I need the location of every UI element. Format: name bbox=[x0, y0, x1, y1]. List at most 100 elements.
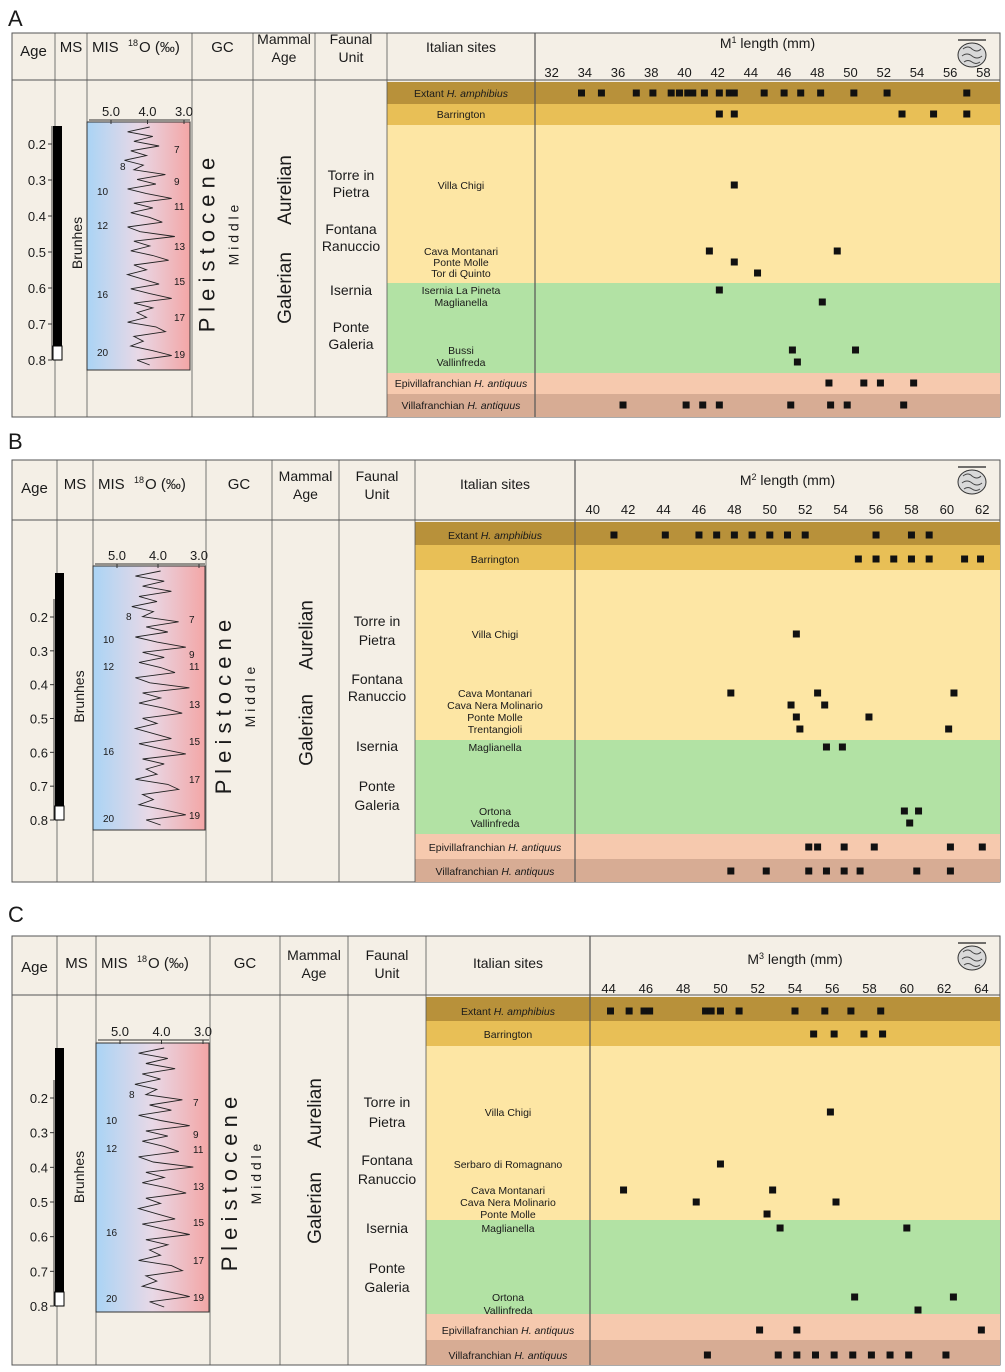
x-tick-label: 40 bbox=[585, 502, 599, 517]
gc-middle: M i d d l e bbox=[248, 1143, 264, 1204]
gc-middle: M i d d l e bbox=[242, 666, 258, 727]
data-point bbox=[872, 531, 880, 539]
age-tick-label: 0.7 bbox=[30, 779, 48, 794]
data-point bbox=[851, 1293, 859, 1301]
data-point bbox=[843, 401, 851, 409]
data-point bbox=[763, 1210, 771, 1218]
header-o18-sup: 18 bbox=[137, 954, 147, 964]
data-point bbox=[619, 401, 627, 409]
brunhes-label: Brunhes bbox=[71, 670, 87, 722]
data-point bbox=[900, 401, 908, 409]
site-label: Trentangioli bbox=[468, 724, 522, 736]
mis-stage-label: 11 bbox=[174, 202, 185, 213]
data-point bbox=[805, 843, 813, 851]
data-point bbox=[787, 701, 795, 709]
mis-stage-label: 10 bbox=[106, 1116, 118, 1127]
band-epivillafranchian bbox=[426, 1314, 1000, 1340]
data-point bbox=[870, 843, 878, 851]
data-point bbox=[814, 689, 822, 697]
brunhes-label: Brunhes bbox=[71, 1151, 87, 1203]
faunal-unit-label: Torre in bbox=[354, 613, 401, 629]
data-point bbox=[792, 630, 800, 638]
mis-stage-label: 11 bbox=[193, 1145, 204, 1156]
data-point bbox=[910, 379, 918, 387]
age-tick-label: 0.2 bbox=[28, 137, 46, 152]
age-tick-label: 0.6 bbox=[28, 281, 46, 296]
age-tick-label: 0.4 bbox=[30, 1160, 48, 1175]
panel-c-content: Age MS MIS 18 O (‰) GC Mammal Age Faunal Unit Ital… bbox=[11, 935, 1001, 1366]
tooth-icon bbox=[957, 466, 987, 495]
header-age: Age bbox=[20, 43, 47, 60]
age-tick-label: 0.5 bbox=[28, 245, 46, 260]
x-tick-label: 34 bbox=[578, 65, 592, 80]
data-point bbox=[822, 743, 830, 751]
x-axis-label: M1 length (mm) bbox=[720, 35, 815, 51]
gc-pleistocene: P l e i s t o c e n e bbox=[195, 158, 220, 332]
data-point bbox=[716, 1007, 724, 1015]
x-tick-label: 46 bbox=[777, 65, 791, 80]
data-point bbox=[906, 819, 914, 827]
data-point bbox=[977, 1326, 985, 1334]
mis-stage-label: 13 bbox=[174, 242, 186, 253]
age-tick-label: 0.4 bbox=[30, 678, 48, 693]
faunal-unit-label: Fontana bbox=[361, 1152, 413, 1168]
mis-stage-label: 12 bbox=[103, 662, 115, 673]
data-point bbox=[832, 1198, 840, 1206]
data-point bbox=[661, 531, 669, 539]
data-point bbox=[607, 1007, 614, 1015]
header-gc: GC bbox=[228, 476, 251, 493]
x-tick-label: 32 bbox=[544, 65, 558, 80]
data-point bbox=[792, 713, 800, 721]
x-tick-label: 52 bbox=[877, 65, 891, 80]
data-point bbox=[961, 555, 969, 563]
data-point bbox=[821, 701, 829, 709]
header-gc: GC bbox=[211, 39, 234, 56]
x-tick-label: 62 bbox=[937, 981, 951, 996]
data-point bbox=[946, 867, 954, 875]
mammal-age-galerian: Galerian bbox=[297, 694, 318, 766]
x-tick-label: 58 bbox=[862, 981, 876, 996]
site-label: Cava Nera Molinario bbox=[447, 700, 543, 712]
data-point bbox=[730, 89, 738, 97]
data-point bbox=[830, 1351, 838, 1359]
o18-box bbox=[92, 565, 206, 831]
mis-stage-label: 19 bbox=[174, 350, 186, 361]
header-o18-sup: 18 bbox=[128, 38, 138, 48]
mis-stage-label: 20 bbox=[106, 1294, 118, 1305]
faunal-unit-label: Torre in bbox=[328, 167, 375, 183]
data-point bbox=[930, 110, 938, 118]
group-label: Extant H. amphibius bbox=[414, 88, 509, 100]
site-label: Ponte Molle bbox=[480, 1209, 536, 1221]
mammal-age-galerian: Galerian bbox=[275, 252, 296, 324]
faunal-unit-label: Ponte bbox=[369, 1260, 406, 1276]
mammal-age-aurelian: Aurelian bbox=[275, 155, 296, 225]
data-point bbox=[646, 1007, 654, 1015]
age-tick-label: 0.2 bbox=[30, 610, 48, 625]
mis-stage-label: 15 bbox=[174, 277, 186, 288]
data-point bbox=[730, 258, 738, 266]
data-point bbox=[715, 110, 723, 118]
mis-stage-label: 10 bbox=[103, 635, 115, 646]
data-point bbox=[860, 379, 868, 387]
x-tick-label: 50 bbox=[843, 65, 857, 80]
group-label: Epivillafranchian H. antiquus bbox=[429, 842, 562, 854]
age-tick-label: 0.7 bbox=[28, 317, 46, 332]
site-label: Cava Montanari bbox=[471, 1185, 545, 1197]
x-tick-label: 54 bbox=[910, 65, 924, 80]
data-point bbox=[977, 555, 985, 563]
data-point bbox=[682, 401, 690, 409]
data-point bbox=[730, 110, 738, 118]
header-mammal-age-1: Mammal bbox=[257, 31, 311, 47]
data-point bbox=[946, 843, 954, 851]
x-tick-label: 38 bbox=[644, 65, 658, 80]
mis-stage-label: 17 bbox=[174, 313, 186, 324]
data-point bbox=[840, 843, 848, 851]
band-barrington bbox=[387, 104, 1000, 125]
faunal-unit-label: Ponte bbox=[359, 778, 396, 794]
x-tick-label: 58 bbox=[904, 502, 918, 517]
data-point bbox=[610, 531, 618, 539]
x-axis-label: M3 length (mm) bbox=[747, 951, 842, 967]
data-point bbox=[810, 1030, 818, 1038]
x-tick-label: 42 bbox=[621, 502, 635, 517]
x-tick-label: 54 bbox=[833, 502, 847, 517]
